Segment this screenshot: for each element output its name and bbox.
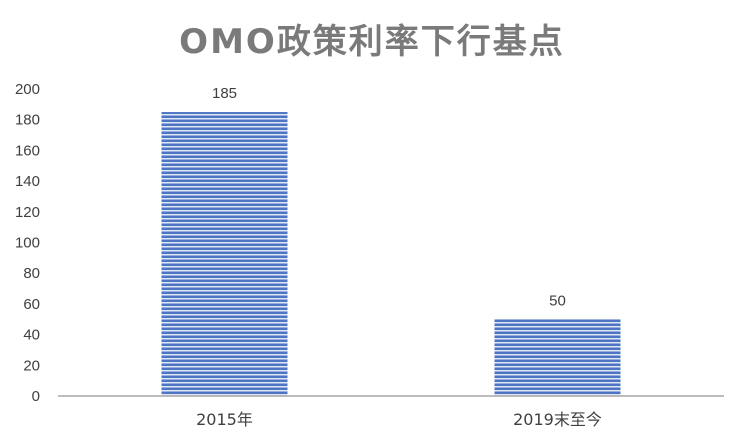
y-tick-label: 140	[15, 173, 40, 190]
bar	[161, 112, 288, 397]
x-tick-label: 2015年	[196, 410, 253, 429]
data-label: 50	[549, 292, 566, 309]
y-tick-label: 160	[15, 142, 40, 159]
data-label: 185	[212, 85, 237, 102]
y-tick-label: 100	[15, 235, 40, 252]
x-axis: 2015年 2019末至今	[58, 395, 724, 429]
y-tick-label: 200	[15, 81, 40, 98]
y-tick-label: 20	[23, 357, 40, 374]
y-tick-label: 60	[23, 296, 40, 313]
bar	[494, 319, 621, 396]
bars: 185 50	[161, 85, 621, 397]
y-tick-label: 0	[32, 388, 40, 405]
y-tick-label: 120	[15, 204, 40, 221]
y-tick-label: 180	[15, 112, 40, 129]
y-tick-label: 80	[23, 265, 40, 282]
chart-title: OMO政策利率下行基点	[179, 22, 565, 62]
y-axis: 0 20 40 60 80 100 120 140 160 180 200	[15, 81, 40, 405]
y-tick-label: 40	[23, 327, 40, 344]
x-tick-label: 2019末至今	[513, 410, 602, 429]
